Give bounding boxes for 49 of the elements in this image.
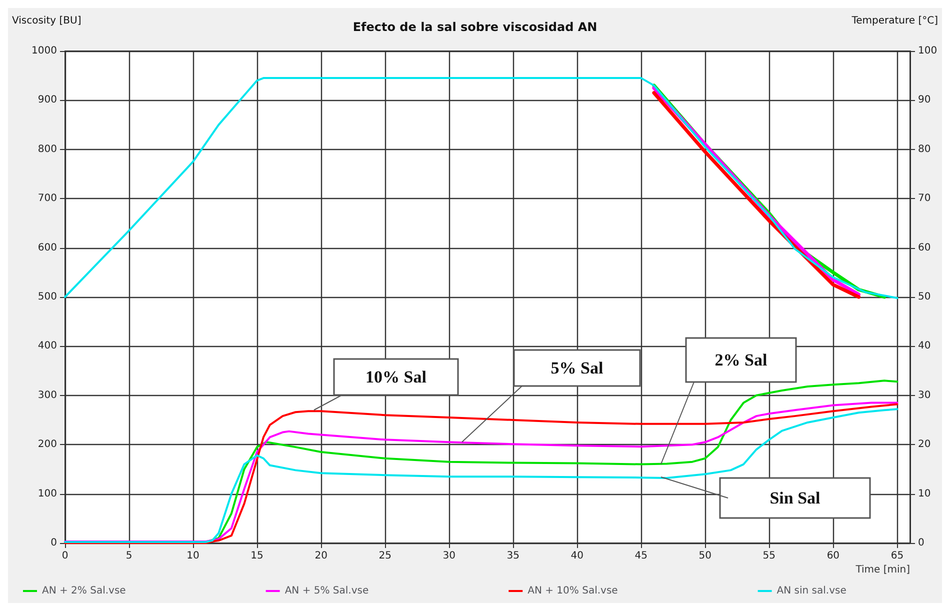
- y-tick-label: 900: [38, 94, 57, 106]
- y2-tick-label: 60: [918, 242, 931, 254]
- x-tick-label: 0: [62, 550, 68, 562]
- y2-tick-label: 30: [918, 390, 931, 401]
- y2-tick-label: 90: [918, 94, 931, 106]
- y2-tick-label: 100: [918, 46, 938, 56]
- x-tick-label: 50: [698, 550, 712, 562]
- chart-title: Efecto de la sal sobre viscosidad AN: [352, 20, 598, 34]
- y2-tick-label: 0: [918, 538, 924, 548]
- x-tick-label: 40: [570, 550, 584, 562]
- x-tick-label: 10: [186, 550, 200, 562]
- y-tick-label: 300: [38, 390, 57, 401]
- y-tick-label: 1000: [32, 46, 57, 56]
- x-tick-label: 5: [126, 550, 132, 562]
- legend-label: AN + 5% Sal.vse: [284, 586, 369, 596]
- y-tick-label: 100: [38, 488, 57, 500]
- y-tick-label: 500: [38, 292, 57, 302]
- y-tick-label: 600: [38, 242, 57, 254]
- y2-tick-label: 50: [918, 292, 931, 302]
- y-tick-label: 0: [50, 538, 57, 548]
- y-tick-label: 200: [38, 439, 57, 450]
- annotation: 10% Sal: [366, 368, 427, 386]
- x-tick-label: 25: [378, 550, 392, 562]
- x-tick-label: 55: [762, 550, 776, 562]
- y-tick-label: 700: [38, 193, 57, 204]
- legend-label: AN + 10% Sal.vse: [528, 586, 618, 596]
- line-series: [64, 77, 898, 299]
- x-tick-label: 35: [506, 550, 520, 562]
- annotation: 2% Sal: [714, 350, 768, 370]
- x-tick-label: 45: [634, 550, 648, 562]
- x-tick-label: 20: [314, 550, 328, 562]
- x-tick-label: 65: [890, 550, 904, 562]
- y-tick-label: 800: [38, 144, 57, 155]
- y-axis-title: Viscosity [BU]: [12, 16, 82, 26]
- legend-label: AN + 2% Sal.vse: [42, 586, 126, 596]
- x-tick-label: 60: [826, 550, 840, 562]
- y2-tick-label: 70: [918, 193, 931, 204]
- x-tick-label: 30: [442, 550, 456, 562]
- y-tick-label: 400: [38, 340, 57, 352]
- annotation: Sin Sal: [770, 488, 821, 508]
- legend-label: AN sin sal.vse: [776, 586, 846, 596]
- y2-tick-label: 20: [918, 439, 931, 450]
- y2-tick-label: 10: [918, 488, 931, 500]
- x-axis-title: Time [min]: [854, 564, 910, 576]
- y2-tick-label: 80: [918, 144, 931, 155]
- y2-tick-label: 40: [918, 340, 931, 352]
- y2-axis-title: Temperature [°C]: [850, 16, 938, 26]
- annotation: 5% Sal: [550, 358, 604, 378]
- x-tick-label: 15: [250, 550, 264, 562]
